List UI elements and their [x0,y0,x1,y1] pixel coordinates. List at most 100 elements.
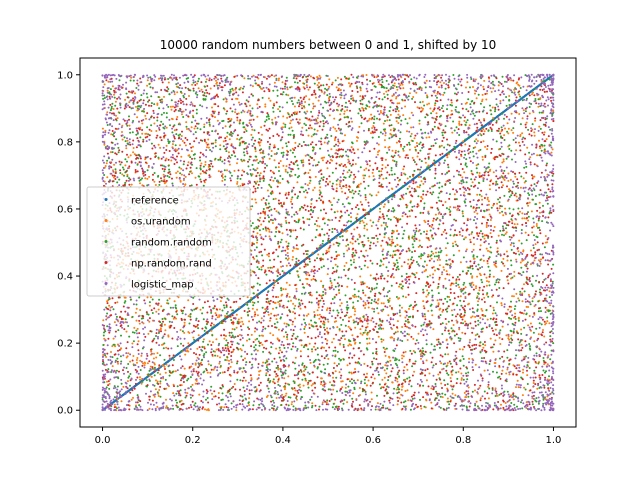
chart-title: 10000 random numbers between 0 and 1, sh… [160,38,497,52]
data-point [105,162,108,165]
data-point [129,154,132,157]
data-point [443,82,445,84]
data-point [530,249,532,252]
data-point [443,268,446,271]
data-point [271,118,274,121]
data-point [140,354,143,357]
data-point [326,339,329,342]
data-point [391,149,394,152]
data-point [274,197,277,200]
data-point [421,171,424,174]
data-point [395,190,398,193]
data-point [522,96,525,99]
data-point [317,217,320,219]
data-point [394,249,397,252]
data-point [166,361,169,363]
data-point [336,326,339,329]
data-point [483,234,486,237]
data-point [419,257,422,260]
data-point [270,150,273,152]
data-point [347,196,350,199]
data-point [523,217,526,220]
data-point [294,141,297,144]
data-point [225,359,228,362]
data-point [501,325,504,328]
data-point [441,396,444,399]
data-point [330,282,333,284]
data-point [351,242,354,245]
data-point [246,339,248,342]
data-point [475,138,478,141]
data-point [534,243,537,246]
data-point [486,318,489,321]
data-point [431,110,434,113]
data-point [281,293,284,296]
data-point [489,337,492,340]
data-point [478,289,481,292]
data-point [457,370,460,373]
data-point [375,205,378,208]
data-point [312,278,315,280]
data-point [214,116,216,119]
data-point [385,224,387,226]
data-point [424,221,427,224]
data-point [537,333,540,336]
data-point [365,249,368,252]
data-point [248,397,251,400]
data-point [146,79,149,82]
data-point [523,386,526,389]
data-point [136,327,139,330]
data-point [377,335,380,338]
data-point [103,83,106,86]
data-point [291,249,294,252]
data-point [458,123,461,126]
data-point [218,362,221,365]
data-point [295,287,298,290]
data-point [397,122,400,124]
data-point [408,307,410,310]
data-point [370,225,373,227]
data-point [519,135,522,138]
data-point [420,195,423,198]
data-point [229,365,232,368]
data-point [396,380,399,383]
data-point [146,362,149,365]
data-point [150,375,153,378]
data-point [321,401,324,404]
data-point [370,398,373,401]
data-point [355,295,358,298]
data-point [344,338,346,341]
data-point [476,275,479,278]
data-point [260,223,263,226]
data-point [481,98,484,101]
data-point [310,202,313,205]
data-point [464,320,467,323]
data-point [297,274,300,277]
data-point [156,380,159,383]
data-point [253,311,256,314]
data-point [183,367,186,370]
data-point [370,132,372,135]
data-point [187,345,189,348]
data-point [406,182,409,185]
data-point [384,364,387,367]
data-point [219,300,222,303]
data-point [353,258,355,261]
data-point [306,218,309,221]
data-point [521,117,524,120]
data-point [531,89,534,92]
data-point [165,405,168,408]
data-point [521,212,524,215]
data-point [537,105,540,108]
data-point [524,231,527,234]
data-point [153,352,155,355]
data-point [460,378,463,381]
data-point [273,159,276,162]
data-point [461,212,464,215]
data-point [485,226,488,228]
data-point [231,328,234,330]
data-point [502,214,505,217]
data-point [285,240,288,243]
data-point [485,224,488,226]
data-point [236,162,238,165]
